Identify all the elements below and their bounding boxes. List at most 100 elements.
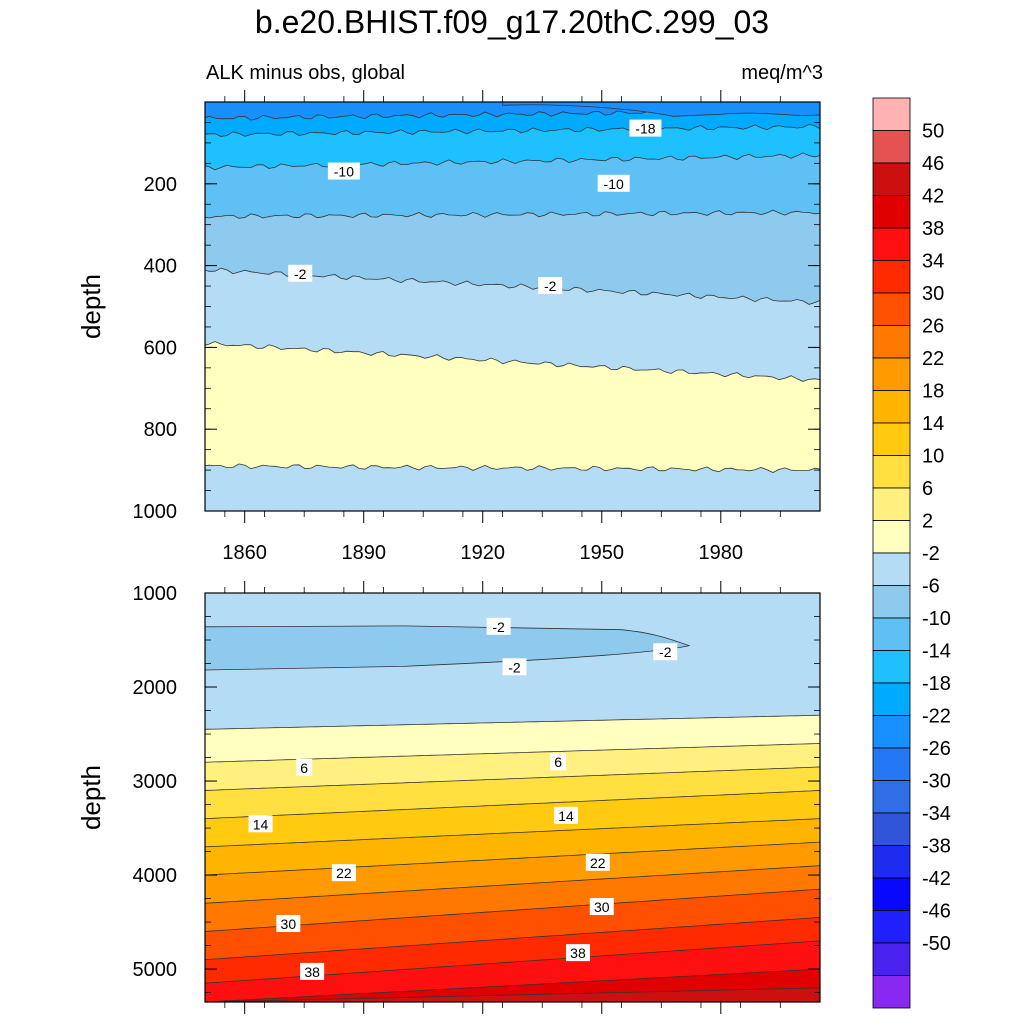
colorbar-label: 2 [922, 511, 933, 533]
colorbar-swatch [872, 910, 911, 944]
colorbar-swatch [872, 812, 911, 846]
contour-line [205, 341, 820, 382]
colorbar-label: 34 [922, 251, 944, 273]
contour-label: -2 [508, 659, 521, 675]
colorbar-swatch [872, 520, 911, 554]
colorbar-label: 14 [922, 413, 944, 435]
x-tick-label: 1980 [699, 542, 744, 564]
colorbar-label: 42 [922, 186, 944, 208]
contour-line [205, 714, 820, 730]
colorbar-label: -38 [922, 836, 951, 858]
contour-label: 6 [554, 754, 562, 770]
contour-label: 38 [304, 964, 320, 980]
colorbar-label: -2 [922, 543, 940, 565]
contour-line [205, 818, 820, 848]
colorbar-label: 6 [922, 478, 933, 500]
colorbar: 50 46 42 38 34 30 26 22 18 14 10 6 2 -2 -6 -10 -14 -18 -22… [872, 97, 951, 1009]
contour-label-bg [288, 264, 313, 282]
contour-line [205, 916, 820, 961]
colorbar-label: -34 [922, 803, 951, 825]
y-axis-label: depth [76, 765, 106, 830]
x-tick-label: 1920 [460, 542, 505, 564]
contour-label-bg [296, 758, 313, 776]
contour-label-bg [502, 658, 527, 676]
x-tick-label: 1950 [580, 542, 625, 564]
y-tick-label: 400 [144, 256, 177, 278]
colorbar-label: -6 [922, 576, 940, 598]
contour-label: -2 [492, 619, 505, 635]
chart-title: b.e20.BHIST.f09_g17.20thC.299_03 [254, 4, 770, 40]
colorbar-swatch [872, 552, 911, 586]
contour-line [205, 888, 820, 932]
colorbar-label: -30 [922, 771, 951, 793]
contour-label-bg [276, 914, 301, 932]
contour-label: 6 [300, 760, 308, 776]
y-tick-label: 1000 [133, 583, 178, 605]
colorbar-label: -46 [922, 901, 951, 923]
colorbar-label: 30 [922, 283, 944, 305]
colorbar-swatch [872, 195, 911, 229]
colorbar-swatch [872, 975, 911, 1009]
y-tick-label: 4000 [133, 865, 178, 887]
contour-label: -10 [604, 176, 624, 192]
contour-label: 30 [281, 916, 297, 932]
contour-label: 22 [336, 865, 352, 881]
y-tick-label: 600 [144, 337, 177, 359]
colorbar-swatch [872, 617, 911, 651]
contour-label-bg [597, 174, 630, 192]
contour-label: 22 [590, 855, 606, 871]
contour-label-bg [331, 864, 356, 882]
contour-label: -2 [544, 278, 557, 294]
contour-label: 14 [253, 816, 269, 832]
contour-line [205, 790, 820, 820]
contour-label-bg [629, 119, 662, 137]
contour-label-bg [300, 962, 325, 980]
colorbar-swatch [872, 650, 911, 684]
colorbar-label: 22 [922, 348, 944, 370]
lower-panel: -2 -2 -2 6 6 14 14 22 22 30 30 38 38 [205, 593, 820, 1002]
contour-line [205, 987, 820, 1002]
colorbar-swatch [872, 682, 911, 716]
colorbar-label: 26 [922, 316, 944, 338]
colorbar-swatch [872, 715, 911, 749]
contour-line [205, 152, 820, 171]
colorbar-label: 18 [922, 381, 944, 403]
contour-line [205, 968, 820, 1002]
colorbar-swatch [872, 422, 911, 456]
colorbar-label: -42 [922, 868, 951, 890]
contour-line [205, 209, 820, 219]
contour-label-bg [653, 643, 678, 661]
y-tick-label: 800 [144, 419, 177, 441]
contour-label-bg [589, 898, 614, 916]
colorbar-swatch [872, 585, 911, 619]
colorbar-label: -14 [922, 641, 951, 663]
contour-label: -2 [294, 266, 307, 282]
contour-label-bg [565, 944, 590, 962]
colorbar-swatch [872, 942, 911, 976]
colorbar-swatch [872, 877, 911, 911]
subtitle-units: meq/m^3 [741, 62, 823, 84]
band-fill [205, 463, 820, 511]
y-tick-label: 2000 [133, 677, 178, 699]
upper-panel: -18 -10 -10 -2 -2 [205, 102, 820, 511]
x-tick-label: 1860 [222, 542, 267, 564]
contour-line [205, 123, 820, 137]
colorbar-swatch [872, 455, 911, 489]
band-fill [502, 102, 820, 117]
contour-line [205, 766, 820, 791]
subtitle-variable: ALK minus obs, global [206, 62, 406, 84]
contour-line [205, 463, 820, 473]
colorbar-swatch [872, 292, 911, 326]
contour-label: 14 [558, 808, 574, 824]
colorbar-swatch [872, 260, 911, 294]
contour-label: -10 [334, 164, 354, 180]
colorbar-swatch [872, 162, 911, 196]
contour-label-bg [550, 753, 567, 771]
colorbar-swatch [872, 845, 911, 879]
colorbar-label: -10 [922, 608, 951, 630]
colorbar-label: -26 [922, 738, 951, 760]
plot-frame [204, 592, 821, 1003]
colorbar-label: 50 [922, 121, 944, 143]
y-tick-label: 200 [144, 174, 177, 196]
